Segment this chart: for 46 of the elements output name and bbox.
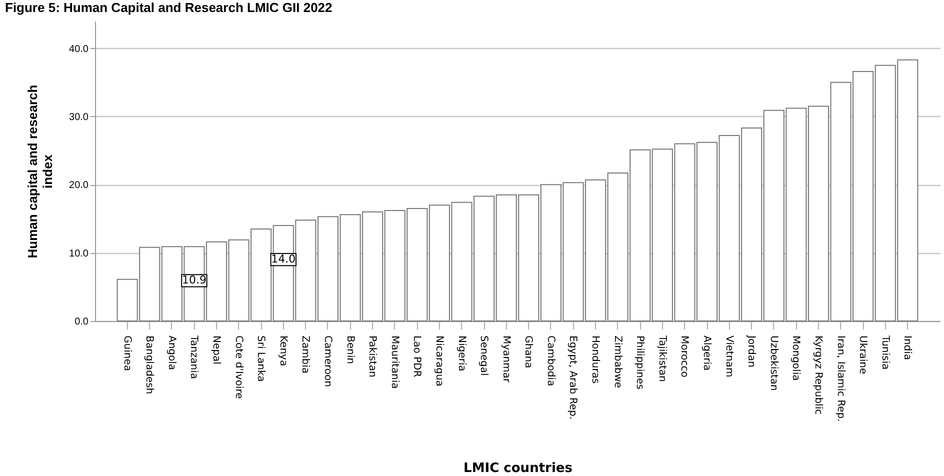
x-tick-label: Ukraine bbox=[857, 336, 868, 374]
x-tick-label: Nigeria bbox=[456, 336, 467, 372]
x-tick-label: Nepal bbox=[210, 336, 222, 364]
x-tick-label: Pakistan bbox=[366, 336, 378, 378]
x-tick-label: Jordan bbox=[746, 334, 757, 368]
x-tick-label: Cote d'Ivoire bbox=[232, 336, 244, 399]
y-axis-title: Human capital and research index bbox=[25, 84, 56, 258]
x-tick-label: Zimbabwe bbox=[612, 336, 623, 388]
x-tick-label: Tunisia bbox=[879, 334, 890, 370]
x-tick-label: Morocco bbox=[678, 336, 690, 378]
x-tick-label: Tanzania bbox=[188, 334, 200, 380]
x-tick-label: Mongolia bbox=[790, 336, 802, 381]
x-tick-label: Cambodia bbox=[544, 336, 556, 386]
x-tick-label: Bangladesh bbox=[144, 336, 155, 394]
x-tick-label: India bbox=[902, 336, 913, 360]
y-tick-label: 10.0 bbox=[69, 248, 89, 260]
chart-title: Figure 5: Human Capital and Research LMIC GII 2022 bbox=[5, 0, 332, 15]
x-tick-label: Myanmar bbox=[500, 336, 512, 384]
y-tick-label: 40.0 bbox=[69, 44, 89, 55]
x-tick-label: Senegal bbox=[478, 336, 490, 376]
y-tick-label: 0.0 bbox=[74, 316, 89, 328]
x-tick-label: Angola bbox=[166, 336, 177, 370]
x-tick-label: Uzbekistan bbox=[768, 336, 779, 391]
x-tick-label: Philippines bbox=[634, 336, 646, 390]
x-tick-label: Benin bbox=[344, 336, 356, 364]
x-tick-label: Sri Lanka bbox=[255, 336, 266, 382]
data-label: 10.9 bbox=[182, 274, 206, 287]
x-tick-label: Nicaragua bbox=[433, 336, 444, 386]
x-tick-label: Mauritania bbox=[388, 336, 400, 389]
x-tick-label: Honduras bbox=[590, 336, 601, 384]
x-tick-label: Iran, Islamic Rep. bbox=[834, 336, 846, 422]
x-tick-label: Cameroon bbox=[322, 336, 333, 387]
x-tick-label: Tajikistan bbox=[656, 334, 668, 382]
x-tick-label: Ghana bbox=[522, 336, 534, 368]
y-tick-label: 30.0 bbox=[69, 112, 89, 123]
x-tick-label: Algeria bbox=[701, 336, 712, 371]
x-tick-label: Lao PDR bbox=[411, 336, 422, 378]
y-tick-label: 20.0 bbox=[69, 180, 89, 192]
x-tick-label: Egypt, Arab Rep. bbox=[567, 336, 578, 420]
data-label: 14.0 bbox=[271, 252, 296, 266]
x-tick-label: Kenya bbox=[277, 336, 288, 366]
x-tick-label: Zambia bbox=[300, 336, 311, 374]
x-tick-label: Guinea bbox=[121, 336, 132, 371]
x-tick-label: Vietnam bbox=[723, 336, 734, 378]
x-axis-title: LMIC countries bbox=[464, 460, 573, 476]
x-tick-label: Kyrgyz Republic bbox=[812, 336, 824, 415]
